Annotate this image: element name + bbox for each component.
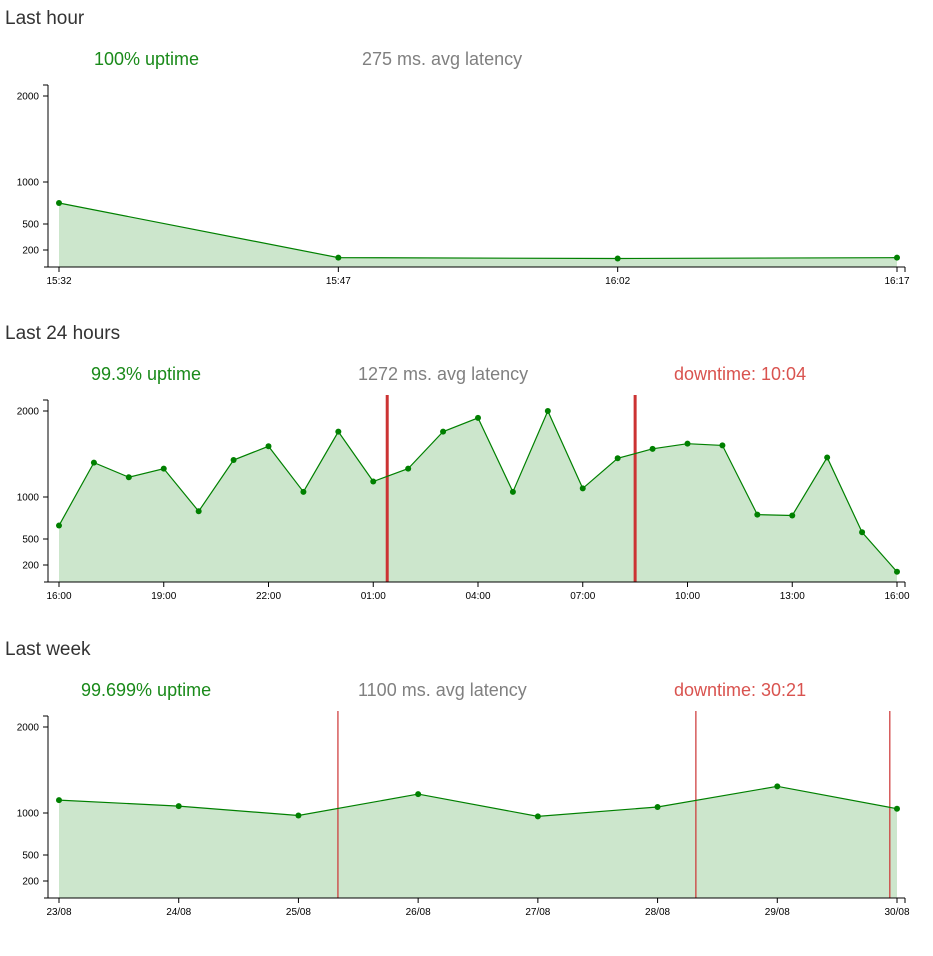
data-point	[335, 254, 342, 261]
section-title: Last hour	[5, 8, 85, 29]
x-tick-label: 27/08	[525, 907, 550, 918]
data-point	[415, 791, 422, 798]
series-line	[58, 202, 898, 260]
x-tick-label: 13:00	[780, 591, 805, 602]
x-tick-label: 24/08	[166, 907, 191, 918]
data-point	[295, 812, 302, 819]
x-tick-label: 10:00	[675, 591, 700, 602]
data-point	[125, 474, 132, 481]
y-tick-label: 200	[22, 561, 39, 572]
data-point	[160, 465, 167, 472]
y-tick-label: 200	[22, 246, 39, 257]
y-tick-label: 2000	[17, 723, 40, 734]
x-tick-label: 23/08	[46, 907, 71, 918]
data-point	[649, 445, 656, 452]
x-tick-label: 26/08	[406, 907, 431, 918]
data-point	[544, 408, 551, 414]
uptime-stat: 99.3% uptime	[91, 364, 202, 384]
data-point	[534, 813, 541, 820]
y-tick-label: 2000	[17, 92, 40, 103]
downtime-stat: downtime: 10:04	[674, 364, 807, 384]
data-point	[370, 478, 377, 485]
data-point	[265, 443, 272, 450]
data-point	[719, 442, 726, 449]
latency-chart: 2000 1000 500 200 16:00 19:00 22:00 01:00 04:00 0…	[17, 395, 910, 602]
x-tick-label: 22:00	[256, 591, 281, 602]
data-point	[894, 805, 900, 812]
x-tick-label: 16:00	[884, 591, 909, 602]
section-last-24-hours: Last 24 hours 99.3% uptime 1272 ms. avg …	[0, 315, 933, 625]
data-point	[614, 255, 621, 262]
y-tick-label: 500	[22, 851, 39, 862]
latency-stat: 1272 ms. avg latency	[358, 364, 529, 384]
data-point	[440, 428, 447, 435]
x-tick-label: 30/08	[884, 907, 909, 918]
data-point	[894, 254, 900, 261]
x-tick-label: 04:00	[465, 591, 490, 602]
data-point	[824, 454, 831, 461]
area-fill	[59, 411, 897, 582]
data-point	[509, 488, 516, 495]
uptime-stat: 99.699% uptime	[81, 680, 212, 700]
data-point	[56, 522, 62, 529]
data-point	[56, 200, 62, 206]
area-fill	[59, 786, 897, 898]
x-tick-label: 15:47	[326, 276, 351, 287]
section-last-hour: Last hour 100% uptime 275 ms. avg latenc…	[0, 0, 933, 310]
data-point	[405, 465, 412, 472]
data-point	[90, 459, 97, 466]
data-point	[684, 440, 691, 447]
x-tick-label: 29/08	[765, 907, 790, 918]
series-line	[58, 785, 898, 817]
section-title: Last 24 hours	[5, 323, 121, 344]
x-tick-label: 07:00	[570, 591, 595, 602]
y-tick-label: 1000	[17, 178, 40, 189]
data-point	[300, 488, 307, 495]
data-point	[195, 508, 202, 515]
y-tick-label: 1000	[17, 809, 40, 820]
data-point	[56, 797, 62, 804]
data-point	[335, 428, 342, 435]
x-tick-label: 16:02	[605, 276, 630, 287]
latency-chart: 2000 1000 500 200 23/08 24/08 25/08 26/08 27/08 2…	[17, 711, 910, 918]
x-tick-label: 01:00	[361, 591, 386, 602]
latency-chart: 2000 1000 500 200 15:32 15:47 16:02 16:17	[17, 84, 910, 287]
area-fill	[59, 203, 897, 267]
y-tick-label: 200	[22, 877, 39, 888]
data-point	[579, 485, 586, 492]
data-point	[894, 568, 900, 575]
y-tick-label: 1000	[17, 493, 40, 504]
data-point	[175, 803, 182, 810]
data-point	[859, 529, 866, 536]
x-tick-label: 16:17	[884, 276, 909, 287]
data-point	[754, 511, 761, 518]
data-point	[614, 455, 621, 462]
data-point	[654, 803, 661, 810]
section-title: Last week	[5, 639, 91, 660]
data-point	[230, 457, 237, 464]
data-point	[789, 512, 796, 519]
x-tick-label: 15:32	[46, 276, 71, 287]
y-tick-label: 500	[22, 220, 39, 231]
uptime-stat: 100% uptime	[94, 49, 200, 69]
data-point	[774, 783, 781, 790]
y-tick-label: 500	[22, 535, 39, 546]
x-tick-label: 19:00	[151, 591, 176, 602]
x-tick-label: 28/08	[645, 907, 670, 918]
x-tick-label: 25/08	[286, 907, 311, 918]
section-last-week: Last week 99.699% uptime 1100 ms. avg la…	[0, 631, 933, 956]
latency-stat: 275 ms. avg latency	[362, 49, 523, 69]
data-point	[475, 414, 481, 421]
downtime-stat: downtime: 30:21	[674, 680, 807, 700]
y-tick-label: 2000	[17, 407, 40, 418]
x-tick-label: 16:00	[46, 591, 71, 602]
latency-stat: 1100 ms. avg latency	[358, 680, 527, 700]
